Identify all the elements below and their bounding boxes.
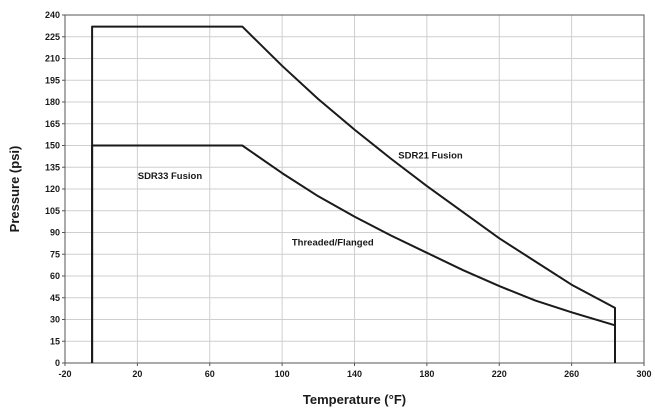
x-tick-label: 140 [347, 369, 362, 379]
y-tick-label: 0 [55, 358, 60, 368]
y-tick-label: 105 [45, 206, 60, 216]
x-tick-label: -20 [58, 369, 71, 379]
y-tick-label: 90 [50, 228, 60, 238]
y-tick-label: 150 [45, 141, 60, 151]
y-tick-label: 225 [45, 32, 60, 42]
y-tick-label: 45 [50, 293, 60, 303]
y-tick-label: 75 [50, 249, 60, 259]
series-line-1 [91, 25, 616, 363]
annotation-label: SDR21 Fusion [398, 151, 463, 162]
y-tick-label: 60 [50, 271, 60, 281]
x-tick-label: 60 [205, 369, 215, 379]
y-axis: 0 15 30 45 60 75 90 105 120 135 150 165 180 195 210 225… [45, 10, 65, 368]
y-tick-label: 120 [45, 184, 60, 194]
annotations: SDR21 Fusion SDR33 Fusion Threaded/Flanged [138, 151, 463, 249]
series-line-2 [91, 144, 616, 363]
y-tick-label: 180 [45, 97, 60, 107]
x-tick-label: 300 [636, 369, 651, 379]
x-tick-label: 180 [419, 369, 434, 379]
y-tick-label: 135 [45, 162, 60, 172]
annotation-label: SDR33 Fusion [138, 171, 203, 182]
y-tick-label: 30 [50, 315, 60, 325]
y-tick-label: 210 [45, 54, 60, 64]
series-group [91, 25, 616, 363]
x-tick-label: 100 [275, 369, 290, 379]
y-tick-label: 240 [45, 10, 60, 20]
y-tick-label: 15 [50, 336, 60, 346]
y-tick-label: 195 [45, 75, 60, 85]
x-tick-label: 20 [132, 369, 142, 379]
y-tick-label: 165 [45, 119, 60, 129]
x-tick-label: 220 [492, 369, 507, 379]
annotation-label: Threaded/Flanged [292, 238, 374, 249]
x-tick-label: 260 [564, 369, 579, 379]
y-axis-title: Pressure (psi) [7, 146, 22, 233]
grid [64, 14, 645, 364]
x-axis-title: Temperature (°F) [303, 392, 406, 407]
x-axis: -20 20 60 100 140 180 220 260 300 [58, 363, 652, 379]
